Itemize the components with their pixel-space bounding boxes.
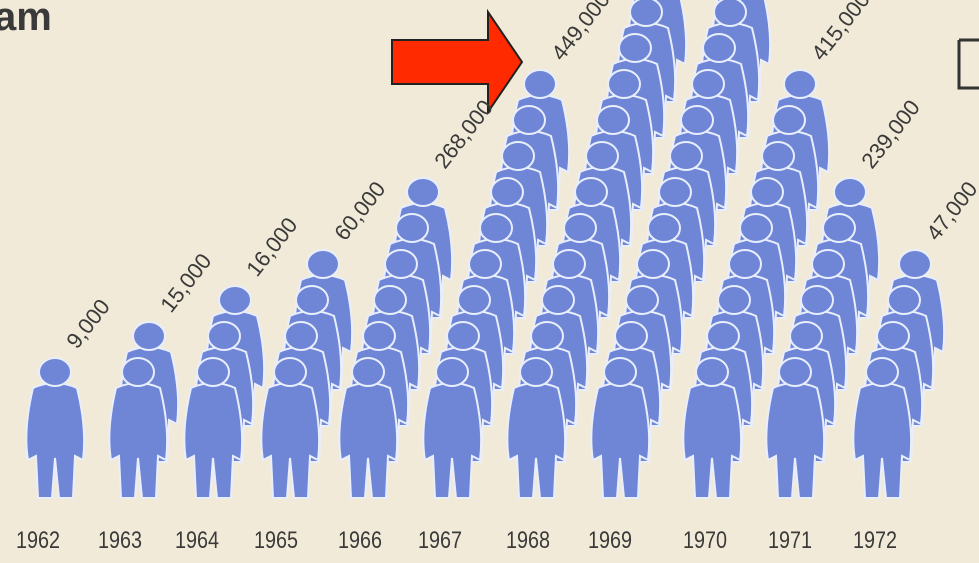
soldier-helmet — [363, 322, 395, 350]
soldier-helmet — [586, 142, 618, 170]
soldier-helmet — [659, 178, 691, 206]
x-tick-label: 1969 — [588, 527, 632, 554]
soldier-helmet — [604, 358, 636, 386]
soldier-helmet — [888, 286, 920, 314]
soldier-helmet — [823, 214, 855, 242]
x-tick-label: 1963 — [98, 527, 142, 554]
chart: am 9,000196215,000196316,000196460,00019… — [0, 0, 979, 563]
soldier-helmet — [866, 358, 898, 386]
soldier-helmet — [469, 250, 501, 278]
soldier-helmet — [790, 322, 822, 350]
soldier-helmet — [762, 142, 794, 170]
soldier-helmet — [502, 142, 534, 170]
soldier-helmet — [714, 0, 746, 26]
soldier-helmet — [513, 106, 545, 134]
soldier-helmet — [670, 142, 702, 170]
soldier-helmet — [208, 322, 240, 350]
soldier-helmet — [718, 286, 750, 314]
soldier-helmet — [608, 70, 640, 98]
soldier-helmet — [637, 250, 669, 278]
chart-title: am — [0, 0, 52, 39]
x-tick-label: 1971 — [768, 527, 812, 554]
soldier-helmet — [197, 358, 229, 386]
soldier-helmet — [779, 358, 811, 386]
soldier-helmet — [729, 250, 761, 278]
x-tick-label: 1964 — [175, 527, 219, 554]
soldier-helmet — [834, 178, 866, 206]
soldier-helmet — [520, 358, 552, 386]
soldier-helmet — [374, 286, 406, 314]
soldier-helmet — [681, 106, 713, 134]
soldier-helmet — [773, 106, 805, 134]
soldier-helmet — [447, 322, 479, 350]
soldier-helmet — [524, 70, 556, 98]
soldier-helmet — [122, 358, 154, 386]
soldier-helmet — [899, 250, 931, 278]
soldier-helmet — [307, 250, 339, 278]
soldier-helmet — [436, 358, 468, 386]
soldier-helmet — [751, 178, 783, 206]
x-tick-label: 1968 — [506, 527, 550, 554]
soldier-helmet — [812, 250, 844, 278]
soldier-helmet — [458, 286, 490, 314]
soldier-helmet — [877, 322, 909, 350]
soldier-helmet — [133, 322, 165, 350]
soldier-helmet — [352, 358, 384, 386]
soldier-helmet — [480, 214, 512, 242]
soldier-helmet — [491, 178, 523, 206]
soldier-helmet — [597, 106, 629, 134]
soldier-helmet — [274, 358, 306, 386]
soldier-helmet — [219, 286, 251, 314]
soldier-helmet — [542, 286, 574, 314]
soldier-helmet — [648, 214, 680, 242]
x-tick-label: 1972 — [853, 527, 897, 554]
x-tick-label: 1962 — [16, 527, 60, 554]
soldier-helmet — [396, 214, 428, 242]
soldier-helmet — [703, 34, 735, 62]
soldier-helmet — [696, 358, 728, 386]
soldier-helmet — [296, 286, 328, 314]
soldier-helmet — [575, 178, 607, 206]
soldier-helmet — [626, 286, 658, 314]
soldier-helmet — [407, 178, 439, 206]
x-tick-label: 1966 — [338, 527, 382, 554]
soldier-helmet — [619, 34, 651, 62]
soldier-helmet — [801, 286, 833, 314]
soldier-helmet — [285, 322, 317, 350]
soldier-helmet — [553, 250, 585, 278]
soldier-helmet — [615, 322, 647, 350]
soldier-helmet — [630, 0, 662, 26]
soldier-helmet — [740, 214, 772, 242]
soldier-helmet — [385, 250, 417, 278]
soldier-helmet — [707, 322, 739, 350]
x-tick-label: 1967 — [418, 527, 462, 554]
soldier-helmet — [39, 358, 71, 386]
x-tick-label: 1970 — [683, 527, 727, 554]
soldier-helmet — [564, 214, 596, 242]
soldier-helmet — [692, 70, 724, 98]
x-tick-label: 1965 — [254, 527, 298, 554]
soldier-helmet — [784, 70, 816, 98]
soldier-helmet — [531, 322, 563, 350]
